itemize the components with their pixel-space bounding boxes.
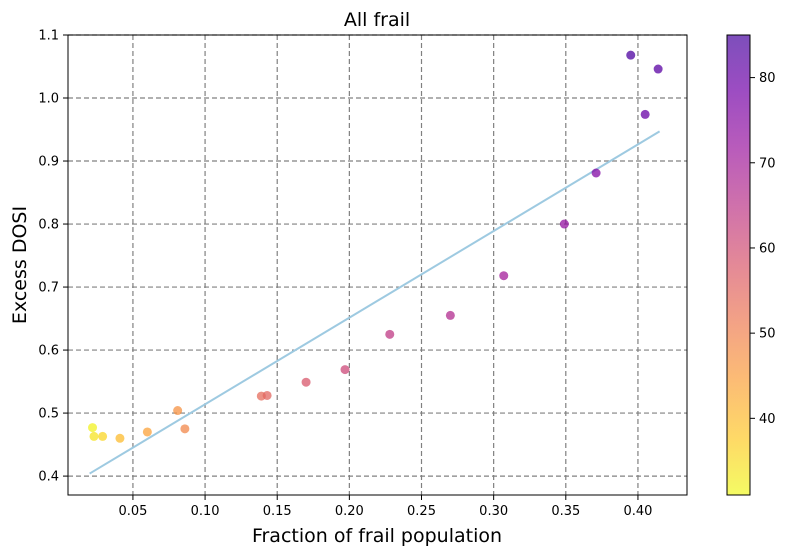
y-tick-label: 0.5 (38, 407, 59, 422)
colorbar-tick-label: 60 (759, 241, 776, 256)
fit-line (89, 130, 661, 475)
data-point (301, 377, 311, 387)
x-tick-label: 0.20 (335, 504, 364, 519)
data-point (640, 109, 650, 119)
data-point (653, 64, 663, 74)
y-axis-label: Excess DOSI (9, 206, 31, 324)
grid (68, 34, 687, 495)
data-point (445, 310, 455, 320)
data-point (180, 424, 190, 434)
y-tick-label: 0.6 (38, 344, 59, 359)
x-tick-label: 0.10 (191, 504, 220, 519)
y-tick-label: 0.8 (38, 218, 59, 233)
colorbar-tick-label: 50 (759, 327, 776, 342)
x-tick-label: 0.15 (263, 504, 292, 519)
plot-frame (67, 34, 688, 496)
data-point (88, 423, 98, 433)
x-tick-label: 0.40 (623, 504, 652, 519)
colorbar (726, 34, 751, 496)
y-tick-label: 0.4 (38, 470, 59, 485)
x-tick-label: 0.35 (551, 504, 580, 519)
y-axis-ticks: 0.4 0.5 0.6 0.7 0.8 0.9 1.0 1.1 (38, 29, 68, 485)
data-point (115, 433, 125, 443)
points-group (88, 50, 663, 443)
data-point (98, 431, 108, 441)
data-point (559, 219, 569, 229)
x-axis-label: Fraction of frail population (252, 525, 502, 547)
colorbar-tick-label: 70 (759, 156, 776, 171)
x-tick-label: 0.25 (407, 504, 436, 519)
y-tick-label: 0.7 (38, 281, 59, 296)
data-point (142, 427, 152, 437)
data-point (626, 50, 636, 60)
data-point (262, 390, 272, 400)
colorbar-tick-label: 40 (759, 412, 776, 427)
chart-title: All frail (344, 9, 410, 31)
data-point (173, 406, 183, 416)
data-point (340, 365, 350, 375)
x-tick-label: 0.30 (479, 504, 508, 519)
fit-line-group (89, 130, 661, 475)
colorbar-ticks: 40 50 60 70 80 (750, 71, 776, 427)
data-point (385, 329, 395, 339)
data-point (499, 271, 509, 281)
data-point (591, 168, 601, 178)
colorbar-tick-label: 80 (759, 71, 776, 86)
data-point (89, 431, 99, 441)
x-tick-label: 0.05 (118, 504, 147, 519)
y-tick-label: 0.9 (38, 155, 59, 170)
x-axis-ticks: 0.05 0.10 0.15 0.20 0.25 0.30 0.35 0.40 (118, 495, 652, 519)
y-tick-label: 1.1 (38, 29, 59, 44)
y-tick-label: 1.0 (38, 92, 59, 107)
